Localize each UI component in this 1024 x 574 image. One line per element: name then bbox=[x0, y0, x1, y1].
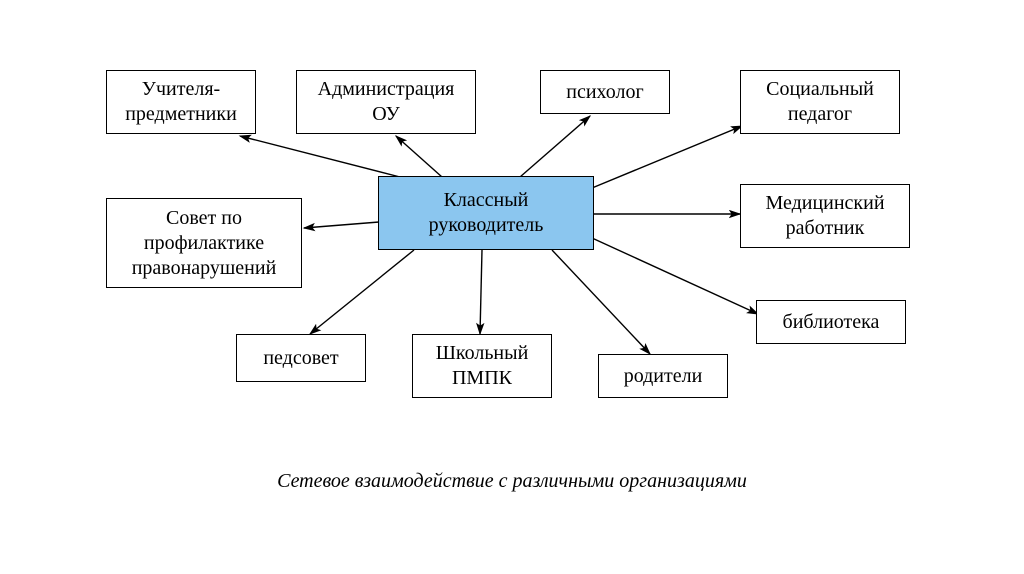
node-library-label: библиотека bbox=[783, 310, 880, 335]
node-parents: родители bbox=[598, 354, 728, 398]
node-admin: АдминистрацияОУ bbox=[296, 70, 476, 134]
node-med: Медицинскийработник bbox=[740, 184, 910, 248]
diagram-canvas: Классныйруководитель Учителя-предметники… bbox=[0, 0, 1024, 574]
node-council: Совет попрофилактикеправонарушений bbox=[106, 198, 302, 288]
node-admin-label: АдминистрацияОУ bbox=[318, 77, 455, 127]
node-pedsovet: педсовет bbox=[236, 334, 366, 382]
node-social: Социальныйпедагог bbox=[740, 70, 900, 134]
node-teachers-label: Учителя-предметники bbox=[125, 77, 237, 127]
node-pmpk: ШкольныйПМПК bbox=[412, 334, 552, 398]
node-center: Классныйруководитель bbox=[378, 176, 594, 250]
diagram-caption: Сетевое взаимодействие с различными орга… bbox=[0, 470, 1024, 493]
node-pmpk-label: ШкольныйПМПК bbox=[436, 341, 529, 391]
node-council-label: Совет попрофилактикеправонарушений bbox=[132, 206, 277, 281]
caption-text: Сетевое взаимодействие с различными орга… bbox=[277, 470, 747, 492]
node-pedsovet-label: педсовет bbox=[263, 346, 338, 371]
node-psych-label: психолог bbox=[566, 80, 643, 105]
node-center-label: Классныйруководитель bbox=[429, 188, 544, 238]
node-library: библиотека bbox=[756, 300, 906, 344]
node-psych: психолог bbox=[540, 70, 670, 114]
node-teachers: Учителя-предметники bbox=[106, 70, 256, 134]
node-parents-label: родители bbox=[624, 364, 703, 389]
node-social-label: Социальныйпедагог bbox=[766, 77, 874, 127]
node-med-label: Медицинскийработник bbox=[765, 191, 884, 241]
